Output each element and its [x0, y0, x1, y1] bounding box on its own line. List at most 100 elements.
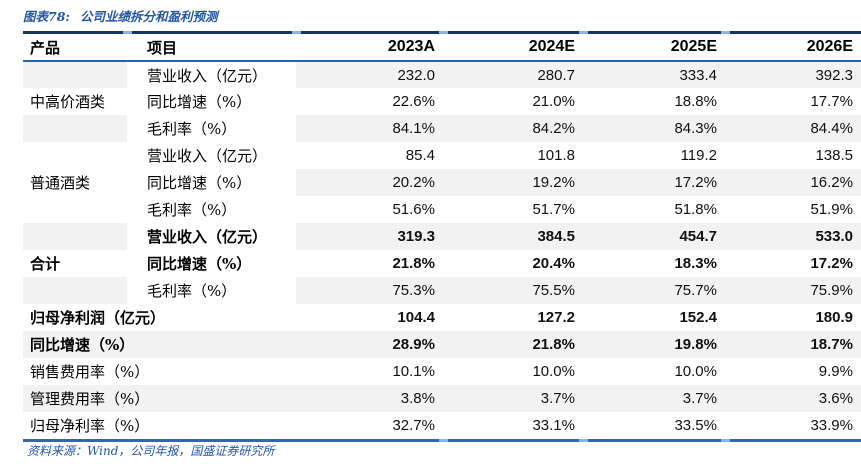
value-cell: 75.5% [443, 277, 583, 304]
item-cell: 营业收入（亿元） [127, 61, 296, 88]
row-label-cell: 管理费用率（%） [23, 385, 296, 412]
item-cell: 毛利率（%） [127, 277, 296, 304]
value-cell: 17.2% [583, 169, 725, 196]
value-cell: 3.7% [583, 385, 725, 412]
table-row: 中高价酒类 同比增速（%） 22.6% 21.0% 18.8% 17.7% [23, 88, 861, 115]
figure-number: 图表78: [23, 9, 71, 24]
column-tick [721, 439, 730, 442]
value-cell: 19.8% [583, 331, 725, 358]
product-cell: 普通酒类 [23, 169, 127, 196]
value-cell: 17.7% [810, 93, 853, 110]
table-row: 营业收入（亿元） 319.3 384.5 454.7 533.0 [23, 223, 861, 250]
table-row: 营业收入（亿元） 85.4 101.8 119.2 138.5 [23, 142, 861, 169]
product-cell [23, 61, 127, 88]
item-cell: 同比增速（%） [127, 88, 296, 115]
value-cell: 85.4 [405, 147, 435, 164]
value-cell: 232.0 [296, 61, 443, 88]
value-cell: 51.7% [532, 201, 575, 218]
column-tick [439, 31, 448, 34]
item-cell: 毛利率（%） [127, 115, 296, 142]
product-cell [23, 142, 127, 169]
value-cell: 33.9% [810, 417, 853, 434]
value-cell: 21.8% [392, 255, 435, 272]
row-label-cell: 销售费用率（%） [30, 363, 150, 381]
value-cell: 104.4 [397, 309, 435, 326]
value-cell: 75.9% [725, 277, 861, 304]
value-cell: 19.2% [443, 169, 583, 196]
col-header-2023a: 2023A [296, 34, 443, 62]
item-cell: 同比增速（%） [127, 169, 296, 196]
col-header-2025e: 2025E [583, 34, 725, 62]
table-row: 管理费用率（%） 3.8% 3.7% 3.7% 3.6% [23, 385, 861, 412]
value-cell: 3.6% [725, 385, 861, 412]
value-cell: 32.7% [392, 417, 435, 434]
row-label-cell: 归母净利润（亿元） [30, 309, 166, 327]
value-cell: 20.2% [296, 169, 443, 196]
item-cell: 同比增速（%） [127, 250, 296, 277]
value-cell: 180.9 [815, 309, 853, 326]
value-cell: 75.7% [583, 277, 725, 304]
col-header-2024e: 2024E [443, 34, 583, 62]
value-cell: 21.0% [532, 93, 575, 110]
value-cell: 51.8% [674, 201, 717, 218]
value-cell: 18.8% [674, 93, 717, 110]
value-cell: 3.7% [443, 385, 583, 412]
value-cell: 333.4 [583, 61, 725, 88]
value-cell: 33.5% [674, 417, 717, 434]
table-row: 毛利率（%） 84.1% 84.2% 84.3% 84.4% [23, 115, 861, 142]
value-cell: 51.6% [392, 201, 435, 218]
table-row: 营业收入（亿元） 232.0 280.7 333.4 392.3 [23, 61, 861, 88]
table-body: 营业收入（亿元） 232.0 280.7 333.4 392.3 中高价酒类 同比增速（%）… [23, 61, 861, 439]
value-cell: 84.3% [583, 115, 725, 142]
table-row: 普通酒类 同比增速（%） 20.2% 19.2% 17.2% 16.2% [23, 169, 861, 196]
table-row: 归母净利润（亿元） 104.4 127.2 152.4 180.9 [23, 304, 861, 331]
item-cell: 毛利率（%） [127, 196, 296, 223]
value-cell: 33.1% [532, 417, 575, 434]
column-tick [721, 31, 730, 34]
column-tick [439, 439, 448, 442]
figure-caption: 公司业绩拆分和盈利预测 [80, 9, 218, 24]
product-cell [23, 115, 127, 142]
value-cell: 152.4 [679, 309, 717, 326]
column-tick [292, 31, 301, 34]
item-cell: 营业收入（亿元） [127, 142, 296, 169]
value-cell: 454.7 [583, 223, 725, 250]
value-cell: 138.5 [815, 147, 853, 164]
value-cell: 75.3% [296, 277, 443, 304]
table-row: 毛利率（%） 51.6% 51.7% 51.8% 51.9% [23, 196, 861, 223]
forecast-table-wrapper: 产品 项目 2023A 2024E 2025E 2026E 营业收入（亿元） 23… [23, 31, 861, 442]
column-tick [579, 31, 588, 34]
value-cell: 51.9% [810, 201, 853, 218]
product-cell [23, 196, 127, 223]
value-cell: 9.9% [818, 363, 853, 380]
value-cell: 101.8 [537, 147, 575, 164]
value-cell: 10.0% [532, 363, 575, 380]
value-cell: 84.1% [296, 115, 443, 142]
value-cell: 280.7 [443, 61, 583, 88]
value-cell: 319.3 [296, 223, 443, 250]
column-tick [579, 439, 588, 442]
value-cell: 3.8% [296, 385, 443, 412]
value-cell: 17.2% [810, 255, 853, 272]
item-cell: 营业收入（亿元） [127, 223, 296, 250]
value-cell: 84.4% [725, 115, 861, 142]
source-note: 资料来源：Wind，公司年报，国盛证券研究所 [27, 444, 275, 458]
value-cell: 16.2% [725, 169, 861, 196]
value-cell: 10.1% [392, 363, 435, 380]
table-row: 合计 同比增速（%） 21.8% 20.4% 18.3% 17.2% [23, 250, 861, 277]
table-row: 销售费用率（%） 10.1% 10.0% 10.0% 9.9% [23, 358, 861, 385]
header-row: 产品 项目 2023A 2024E 2025E 2026E [23, 34, 861, 62]
value-cell: 28.9% [296, 331, 443, 358]
value-cell: 533.0 [725, 223, 861, 250]
value-cell: 18.3% [674, 255, 717, 272]
row-label-cell: 同比增速（%） [23, 331, 296, 358]
col-header-item: 项目 [127, 34, 296, 62]
table-row: 毛利率（%） 75.3% 75.5% 75.7% 75.9% [23, 277, 861, 304]
value-cell: 21.8% [443, 331, 583, 358]
value-cell: 119.2 [680, 147, 717, 164]
col-header-2026e: 2026E [725, 34, 861, 62]
table-row: 同比增速（%） 28.9% 21.8% 19.8% 18.7% [23, 331, 861, 358]
value-cell: 127.2 [537, 309, 575, 326]
value-cell: 84.2% [443, 115, 583, 142]
